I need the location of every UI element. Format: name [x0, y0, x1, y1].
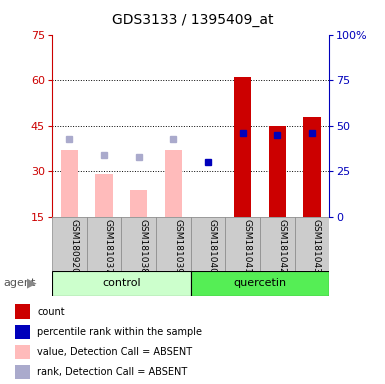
- Text: GDS3133 / 1395409_at: GDS3133 / 1395409_at: [112, 13, 273, 27]
- Bar: [52, 271, 191, 296]
- Text: control: control: [102, 278, 141, 288]
- Bar: [260, 217, 295, 271]
- Bar: [15, 305, 30, 319]
- Text: GSM181037: GSM181037: [104, 219, 113, 274]
- Text: GSM181038: GSM181038: [139, 219, 147, 274]
- Bar: [52, 217, 87, 271]
- Bar: [268, 126, 286, 217]
- Bar: [121, 217, 156, 271]
- Text: quercetin: quercetin: [233, 278, 286, 288]
- Bar: [15, 365, 30, 379]
- Bar: [15, 345, 30, 359]
- Bar: [164, 150, 182, 217]
- Bar: [191, 217, 225, 271]
- Text: value, Detection Call = ABSENT: value, Detection Call = ABSENT: [37, 347, 192, 357]
- Text: agent: agent: [4, 278, 36, 288]
- Text: GSM180920: GSM180920: [69, 219, 78, 274]
- Bar: [234, 77, 251, 217]
- Bar: [225, 217, 260, 271]
- Bar: [156, 217, 191, 271]
- Bar: [15, 324, 30, 339]
- Text: GSM181041: GSM181041: [243, 219, 251, 274]
- Bar: [191, 271, 329, 296]
- Bar: [61, 150, 78, 217]
- Text: percentile rank within the sample: percentile rank within the sample: [37, 327, 202, 337]
- Bar: [303, 117, 320, 217]
- Text: rank, Detection Call = ABSENT: rank, Detection Call = ABSENT: [37, 367, 187, 377]
- Bar: [130, 190, 147, 217]
- Bar: [295, 217, 329, 271]
- Text: GSM181042: GSM181042: [277, 219, 286, 274]
- Text: ▶: ▶: [27, 277, 36, 290]
- Text: GSM181039: GSM181039: [173, 219, 182, 274]
- Text: count: count: [37, 306, 65, 317]
- Bar: [95, 174, 112, 217]
- Bar: [87, 217, 121, 271]
- Text: GSM181040: GSM181040: [208, 219, 217, 274]
- Text: GSM181043: GSM181043: [312, 219, 321, 274]
